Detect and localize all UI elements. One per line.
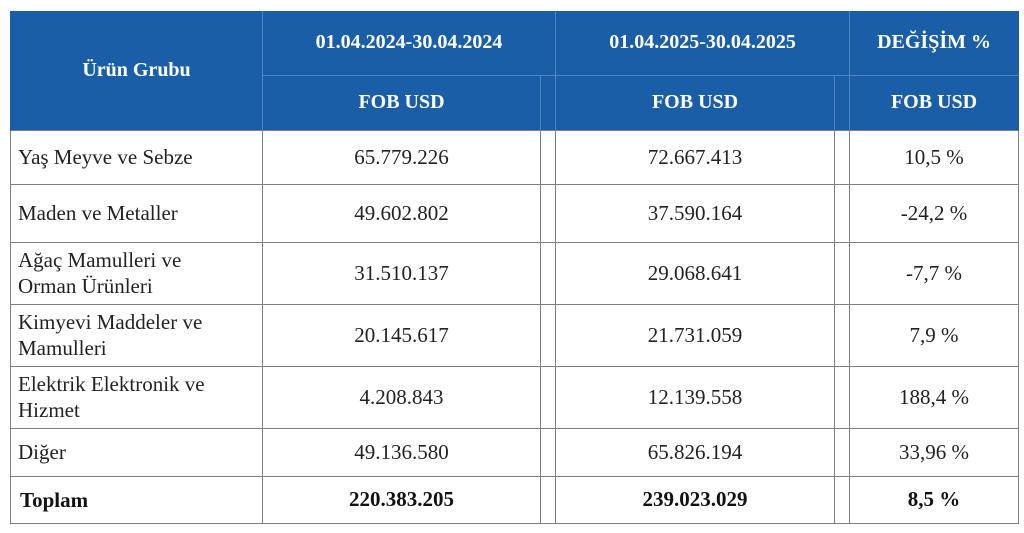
row-label: Elektrik Elektronik ve Hizmet (10, 365, 263, 429)
spacer-cell (539, 475, 557, 524)
spacer-cell (834, 475, 851, 524)
spacer-cell (539, 365, 557, 429)
total-value-2025: 239.023.029 (555, 475, 836, 524)
header-row-units: FOB USD FOB USD FOB USD (11, 75, 1020, 130)
value-2024: 20.145.617 (262, 303, 541, 367)
row-label-line: Mamulleri (18, 336, 107, 360)
export-comparison-table: Ürün Grubu 01.04.2024-30.04.2024 01.04.2… (10, 11, 1020, 524)
row-label: Yaş Meyve ve Sebze (10, 129, 263, 185)
table-row: Elektrik Elektronik ve Hizmet 4.208.843 … (10, 365, 1020, 429)
header-period-2024: 01.04.2024-30.04.2024 (261, 11, 557, 76)
total-value-2024: 220.383.205 (262, 475, 541, 524)
spacer-cell (834, 183, 851, 243)
header-change: DEĞİŞİM % (849, 11, 1020, 76)
total-row: Toplam 220.383.205 239.023.029 8,5 % (10, 475, 1020, 524)
value-2025: 65.826.194 (555, 427, 836, 477)
row-label: Diğer (10, 427, 263, 477)
value-change: -24,2 % (849, 183, 1020, 243)
row-label-line: Orman Ürünleri (18, 274, 153, 298)
value-2025: 21.731.059 (555, 303, 836, 367)
spacer-cell (539, 183, 557, 243)
header-unit-2024: FOB USD (262, 75, 541, 130)
value-2024: 31.510.137 (262, 241, 541, 305)
value-2024: 49.136.580 (262, 427, 541, 477)
value-2025: 37.590.164 (555, 183, 836, 243)
value-change: 10,5 % (849, 129, 1020, 185)
table-row: Maden ve Metaller 49.602.802 37.590.164 … (10, 183, 1020, 243)
header-spacer-2025 (834, 75, 851, 130)
row-label-line: Ağaç Mamulleri ve (18, 248, 182, 272)
row-label: Ağaç Mamulleri ve Orman Ürünleri (10, 241, 263, 305)
value-change: 188,4 % (849, 365, 1020, 429)
row-label-line: Kimyevi Maddeler ve (18, 310, 203, 334)
value-2024: 65.779.226 (262, 129, 541, 185)
spacer-cell (834, 365, 851, 429)
row-label: Maden ve Metaller (10, 183, 263, 243)
total-label: Toplam (10, 475, 263, 524)
spacer-cell (539, 303, 557, 367)
value-2025: 72.667.413 (555, 129, 836, 185)
header-row-periods: Ürün Grubu 01.04.2024-30.04.2024 01.04.2… (10, 11, 1020, 130)
spacer-cell (539, 427, 557, 477)
header-unit-2025: FOB USD (555, 75, 836, 130)
spacer-cell (834, 427, 851, 477)
header-period-2025: 01.04.2025-30.04.2025 (555, 11, 851, 76)
spacer-cell (539, 241, 557, 305)
value-2024: 49.602.802 (262, 183, 541, 243)
spacer-cell (834, 303, 851, 367)
row-label-line: Elektrik Elektronik ve (18, 372, 205, 396)
spacer-cell (834, 241, 851, 305)
row-label-line: Hizmet (18, 398, 80, 422)
value-2025: 29.068.641 (555, 241, 836, 305)
header-unit-change: FOB USD (849, 75, 1020, 130)
spacer-cell (539, 129, 557, 185)
value-change: -7,7 % (849, 241, 1020, 305)
value-change: 7,9 % (849, 303, 1020, 367)
header-spacer-2024 (539, 75, 557, 130)
table-row: Ağaç Mamulleri ve Orman Ürünleri 31.510.… (10, 241, 1020, 305)
table-row: Diğer 49.136.580 65.826.194 33,96 % (10, 427, 1020, 477)
table-row: Yaş Meyve ve Sebze 65.779.226 72.667.413… (10, 129, 1020, 185)
row-label: Kimyevi Maddeler ve Mamulleri (10, 303, 263, 367)
value-2025: 12.139.558 (555, 365, 836, 429)
total-value-change: 8,5 % (849, 475, 1020, 524)
value-change: 33,96 % (849, 427, 1020, 477)
spacer-cell (834, 129, 851, 185)
value-2024: 4.208.843 (262, 365, 541, 429)
table-row: Kimyevi Maddeler ve Mamulleri 20.145.617… (10, 303, 1020, 367)
header-product-group: Ürün Grubu (10, 11, 263, 130)
